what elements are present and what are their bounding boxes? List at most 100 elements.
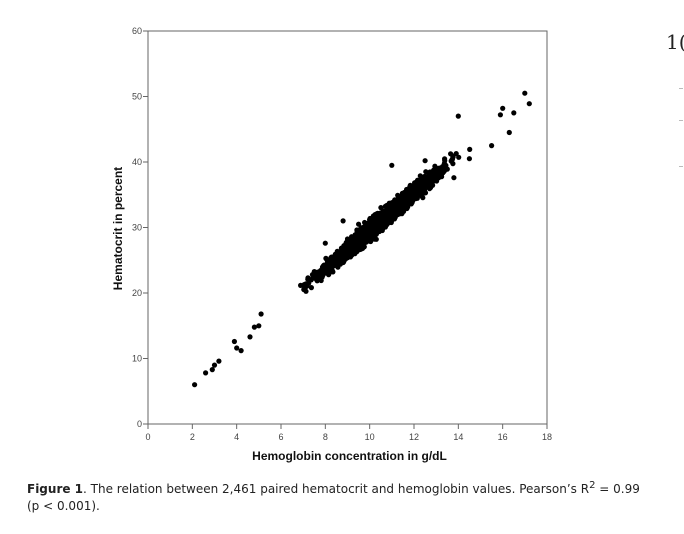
data-point [426, 171, 432, 177]
data-point [364, 224, 370, 230]
data-point [355, 244, 361, 250]
data-point [511, 110, 517, 116]
y-tick-label: 0 [137, 419, 142, 429]
data-point [362, 230, 369, 236]
data-point [298, 282, 304, 288]
caption-text-end: = 0.99 (p < 0.001). [27, 482, 640, 513]
x-tick-label: 14 [453, 432, 463, 442]
x-tick-label: 0 [145, 432, 150, 442]
data-point [389, 162, 395, 168]
data-point [389, 208, 396, 215]
data-point [231, 338, 237, 345]
data-point [332, 256, 338, 262]
data-point [489, 143, 495, 149]
data-point [526, 101, 532, 107]
data-point [344, 246, 350, 252]
data-point [522, 90, 528, 96]
data-point [412, 180, 418, 186]
data-point [302, 284, 308, 290]
data-point [410, 198, 416, 204]
data-point [373, 236, 379, 242]
scatter-chart: 0 10 20 30 40 50 60 0 2 4 6 8 10 12 14 16 18 Hemoglobin… [111, 26, 552, 463]
data-point [367, 233, 373, 239]
y-tick-label: 40 [132, 157, 142, 167]
data-point [256, 323, 262, 329]
data-point [238, 348, 244, 354]
data-point [334, 248, 340, 254]
data-point [320, 265, 326, 271]
data-point [422, 158, 428, 164]
data-point [412, 189, 419, 195]
x-tick-label: 8 [323, 432, 328, 442]
data-point [314, 270, 320, 277]
data-point [456, 154, 462, 160]
figure-caption: Figure 1. The relation between 2,461 pai… [27, 477, 642, 515]
data-point [310, 275, 316, 281]
data-point [306, 280, 312, 286]
y-tick-label: 30 [132, 223, 142, 233]
x-axis-title: Hemoglobin concentration in g/dL [252, 449, 447, 463]
data-point [497, 112, 503, 118]
data-point [423, 179, 429, 185]
data-point [396, 205, 402, 211]
data-point [356, 221, 362, 227]
data-point [349, 244, 356, 250]
data-point [506, 129, 512, 136]
data-point [216, 358, 222, 364]
cropped-side-text: 1( [666, 30, 684, 54]
data-point [384, 214, 390, 220]
plot-frame [147, 30, 548, 425]
x-tick-label: 4 [234, 432, 239, 442]
data-point [363, 235, 369, 241]
data-point [380, 212, 386, 218]
data-point [467, 146, 473, 152]
data-point [451, 175, 457, 181]
data-point [442, 156, 448, 162]
data-point [251, 324, 257, 330]
cropped-side-marks [679, 80, 684, 180]
x-tick-label: 12 [409, 432, 419, 442]
data-point [376, 224, 382, 230]
y-axis: 0 10 20 30 40 50 60 [132, 26, 148, 429]
data-point [370, 221, 376, 227]
data-point [371, 227, 377, 233]
data-point [209, 367, 215, 373]
data-point [192, 382, 198, 388]
data-point [352, 251, 358, 257]
data-point [203, 370, 209, 376]
caption-superscript: 2 [589, 480, 596, 491]
caption-label: Figure 1 [27, 482, 84, 496]
data-point [338, 255, 344, 261]
data-point [453, 151, 459, 157]
data-point [441, 161, 447, 167]
x-tick-label: 6 [278, 432, 283, 442]
data-point [211, 362, 218, 368]
data-point [381, 217, 387, 223]
y-tick-label: 10 [132, 354, 142, 364]
x-axis: 0 2 4 6 8 10 12 14 16 18 [145, 424, 552, 442]
y-axis-title: Hematocrit in percent [111, 167, 125, 290]
data-point [455, 113, 461, 119]
x-tick-label: 16 [498, 432, 508, 442]
data-point [361, 244, 367, 250]
data-point [339, 247, 345, 253]
x-tick-label: 18 [542, 432, 552, 442]
data-point [436, 166, 443, 172]
data-point [247, 334, 253, 340]
data-point [234, 345, 240, 351]
data-point [378, 205, 384, 211]
data-point [305, 275, 311, 281]
data-point [303, 288, 309, 294]
y-tick-label: 60 [132, 26, 142, 36]
y-tick-label: 50 [132, 92, 142, 102]
data-point [308, 285, 314, 291]
data-point [400, 201, 406, 207]
data-point [328, 266, 334, 272]
data-point [377, 219, 383, 225]
data-point [389, 200, 395, 206]
data-point [320, 271, 326, 277]
data-point [353, 236, 359, 242]
data-point [417, 185, 423, 191]
data-point [466, 156, 472, 162]
x-tick-label: 10 [365, 432, 375, 442]
